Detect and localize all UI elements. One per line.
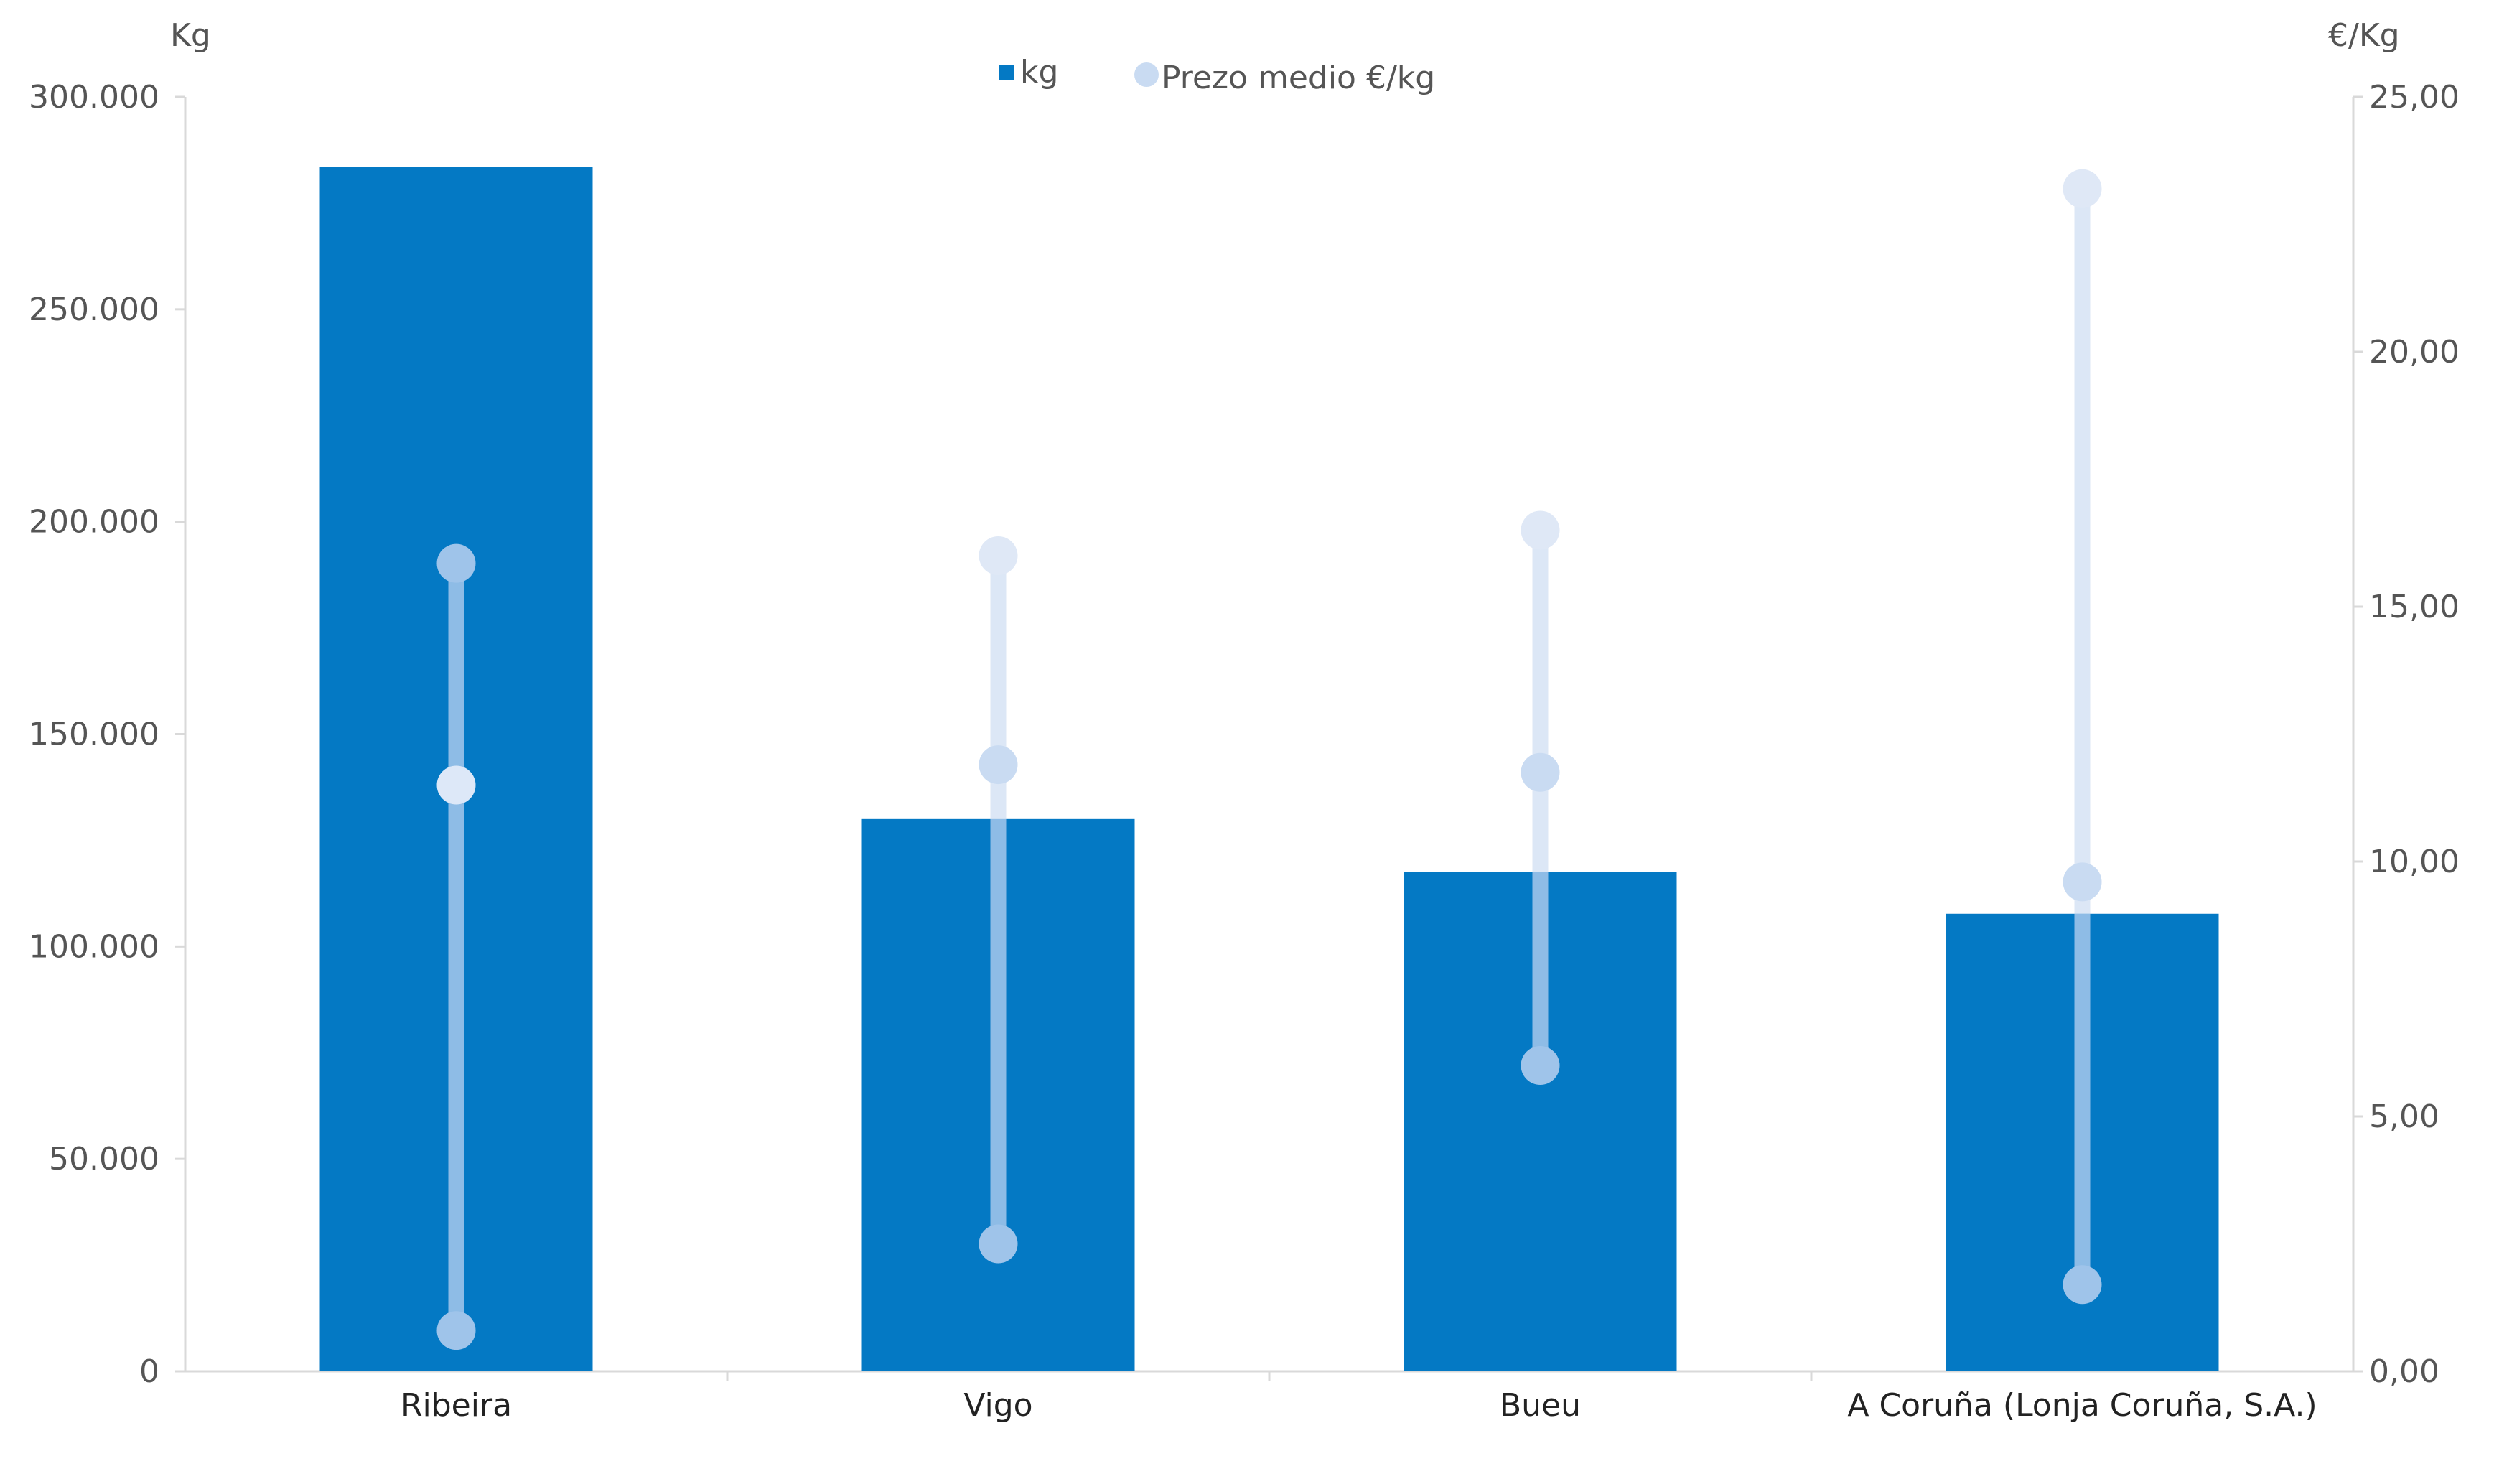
left-axis-title: Kg (170, 17, 211, 54)
legend-price-marker (1134, 62, 1159, 87)
right-tick-label: 20,00 (2369, 334, 2460, 370)
right-tick-label: 0,00 (2369, 1353, 2439, 1390)
right-tick-label: 15,00 (2369, 589, 2460, 625)
right-axis-title: €/Kg (2328, 17, 2400, 54)
price-max-marker (979, 536, 1018, 575)
price-min-marker (979, 1224, 1018, 1264)
price-min-marker (1521, 1046, 1560, 1085)
legend-kg-swatch (999, 65, 1014, 80)
price-avg-marker (2063, 862, 2102, 902)
right-tick-label: 25,00 (2369, 79, 2460, 116)
price-max-marker (2063, 169, 2102, 208)
price-avg-marker (1521, 752, 1560, 792)
price-max-marker (436, 543, 476, 583)
price-min-marker (436, 1311, 476, 1350)
price-avg-marker (436, 765, 476, 805)
category-label: A Coruña (Lonja Coruña, S.A.) (1847, 1387, 2317, 1424)
bars-series-kg (319, 167, 2219, 1371)
legend-price-label: Prezo medio €/kg (1162, 60, 1435, 96)
price-max-marker (1521, 510, 1560, 550)
left-tick-label: 0 (139, 1353, 159, 1390)
left-tick-label: 50.000 (49, 1141, 159, 1177)
legend-kg-label: kg (1020, 54, 1058, 90)
left-tick-label: 300.000 (29, 79, 159, 116)
category-label: Ribeira (401, 1387, 512, 1424)
right-tick-label: 10,00 (2369, 844, 2460, 880)
left-tick-label: 100.000 (29, 928, 159, 965)
category-label: Vigo (963, 1387, 1032, 1424)
price-min-marker (2063, 1265, 2102, 1305)
right-tick-label: 5,00 (2369, 1098, 2439, 1135)
price-avg-marker (979, 745, 1018, 785)
category-label: Bueu (1500, 1387, 1581, 1424)
price-range-series (436, 169, 2102, 1350)
axis-labels: 0 50.000 100.000 150.000 200.000 250.000 300.0… (29, 79, 2460, 1424)
left-tick-label: 250.000 (29, 291, 159, 328)
left-tick-label: 200.000 (29, 504, 159, 541)
left-tick-label: 150.000 (29, 717, 159, 753)
legend: kg Prezo medio €/kg (999, 54, 1435, 96)
